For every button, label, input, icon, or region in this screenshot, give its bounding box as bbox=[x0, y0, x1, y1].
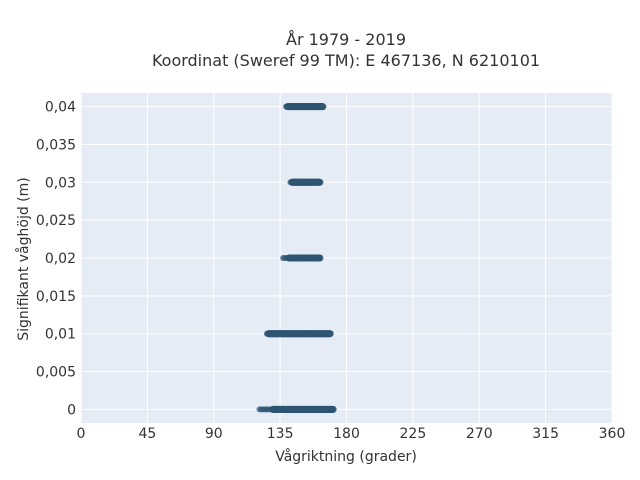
data-point bbox=[329, 405, 337, 413]
x-tick-label: 360 bbox=[599, 426, 626, 442]
data-point bbox=[319, 103, 327, 111]
data-point bbox=[316, 178, 324, 186]
x-tick-label: 270 bbox=[466, 426, 493, 442]
x-tick-label: 90 bbox=[205, 426, 223, 442]
y-tick-label: 0,015 bbox=[36, 289, 76, 305]
x-tick-label: 135 bbox=[267, 426, 294, 442]
x-tick-label: 0 bbox=[77, 426, 86, 442]
y-axis-title: Signifikant våghöjd (m) bbox=[15, 177, 32, 340]
data-points bbox=[256, 103, 337, 413]
gridlines bbox=[80, 93, 613, 423]
point-cluster bbox=[263, 330, 334, 338]
point-cluster bbox=[280, 254, 324, 262]
x-tick-label: 315 bbox=[532, 426, 559, 442]
x-tick-label: 180 bbox=[333, 426, 360, 442]
x-tick-label: 225 bbox=[400, 426, 427, 442]
y-tick-label: 0,02 bbox=[45, 251, 76, 267]
chart-subtitle: Koordinat (Sweref 99 TM): E 467136, N 62… bbox=[152, 51, 540, 70]
x-tick-label: 45 bbox=[138, 426, 156, 442]
y-tick-label: 0,04 bbox=[45, 100, 76, 116]
y-tick-label: 0,03 bbox=[45, 175, 76, 191]
y-tick-label: 0,035 bbox=[36, 137, 76, 153]
x-axis-title: Vågriktning (grader) bbox=[275, 448, 417, 465]
data-point bbox=[316, 254, 324, 262]
chart-title: År 1979 - 2019 bbox=[286, 30, 406, 49]
y-tick-label: 0,005 bbox=[36, 365, 76, 381]
data-point bbox=[326, 330, 334, 338]
y-tick-label: 0 bbox=[67, 402, 76, 418]
x-axis-ticks: 0 45 90 135 180 225 270 315 360 bbox=[77, 426, 626, 442]
y-tick-label: 0,025 bbox=[36, 213, 76, 229]
y-axis-ticks: 0 0,005 0,01 0,015 0,02 0,025 0,03 0,035 0,04 bbox=[36, 100, 76, 419]
point-cluster bbox=[287, 178, 324, 186]
point-cluster bbox=[256, 405, 337, 413]
y-tick-label: 0,01 bbox=[45, 327, 76, 343]
point-cluster bbox=[283, 103, 327, 111]
